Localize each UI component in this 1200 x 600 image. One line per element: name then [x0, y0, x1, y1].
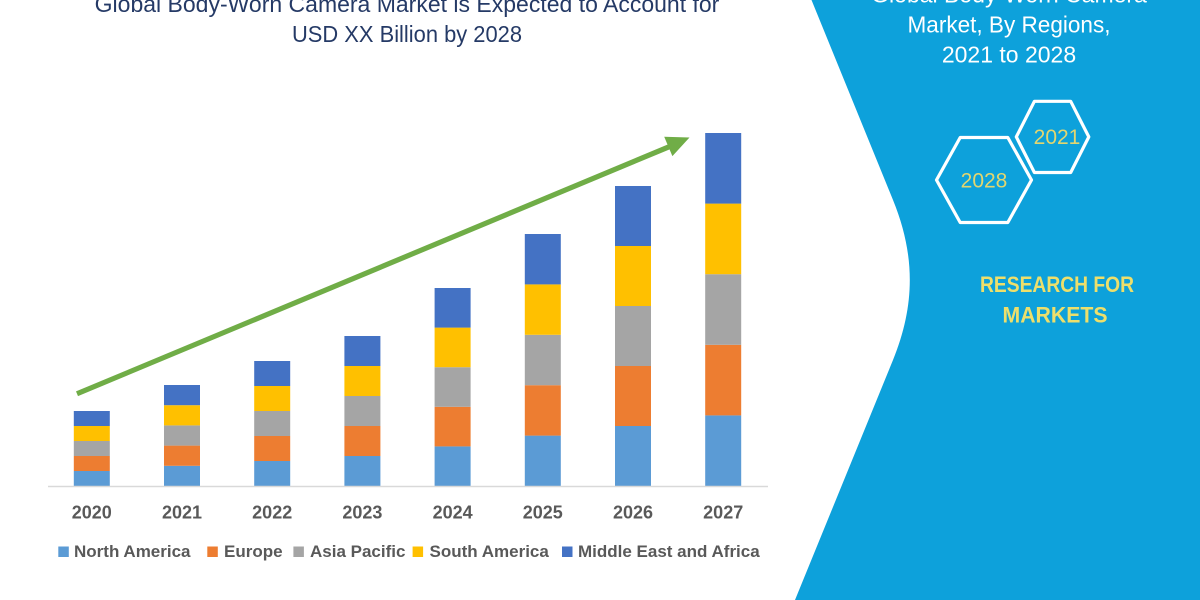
svg-text:2025: 2025 [523, 503, 563, 523]
svg-text:2021: 2021 [162, 503, 202, 523]
svg-text:RESEARCH FOR: RESEARCH FOR [980, 272, 1134, 297]
svg-text:2023: 2023 [342, 503, 382, 523]
svg-text:Middle East and Africa: Middle East and Africa [578, 542, 760, 561]
svg-text:2028: 2028 [961, 170, 1008, 193]
svg-text:Market, By Regions,: Market, By Regions, [908, 12, 1111, 38]
svg-text:2024: 2024 [433, 503, 473, 523]
svg-text:Asia Pacific: Asia Pacific [310, 542, 405, 561]
svg-text:Global Body-Worn Camera Market: Global Body-Worn Camera Market is Expect… [95, 0, 720, 17]
svg-text:2021 to 2028: 2021 to 2028 [942, 42, 1076, 68]
svg-text:North America: North America [74, 542, 191, 561]
svg-text:USD XX Billion by 2028: USD XX Billion by 2028 [292, 21, 522, 47]
svg-text:2020: 2020 [72, 503, 112, 523]
svg-text:2022: 2022 [252, 503, 292, 523]
svg-text:2026: 2026 [613, 503, 653, 523]
svg-text:South America: South America [430, 542, 550, 561]
svg-text:Europe: Europe [224, 542, 283, 561]
svg-text:2027: 2027 [703, 503, 743, 523]
svg-text:Global Body-Worn Camera: Global Body-Worn Camera [871, 0, 1147, 8]
svg-text:MARKETS: MARKETS [1003, 303, 1108, 328]
svg-text:2021: 2021 [1034, 126, 1081, 149]
